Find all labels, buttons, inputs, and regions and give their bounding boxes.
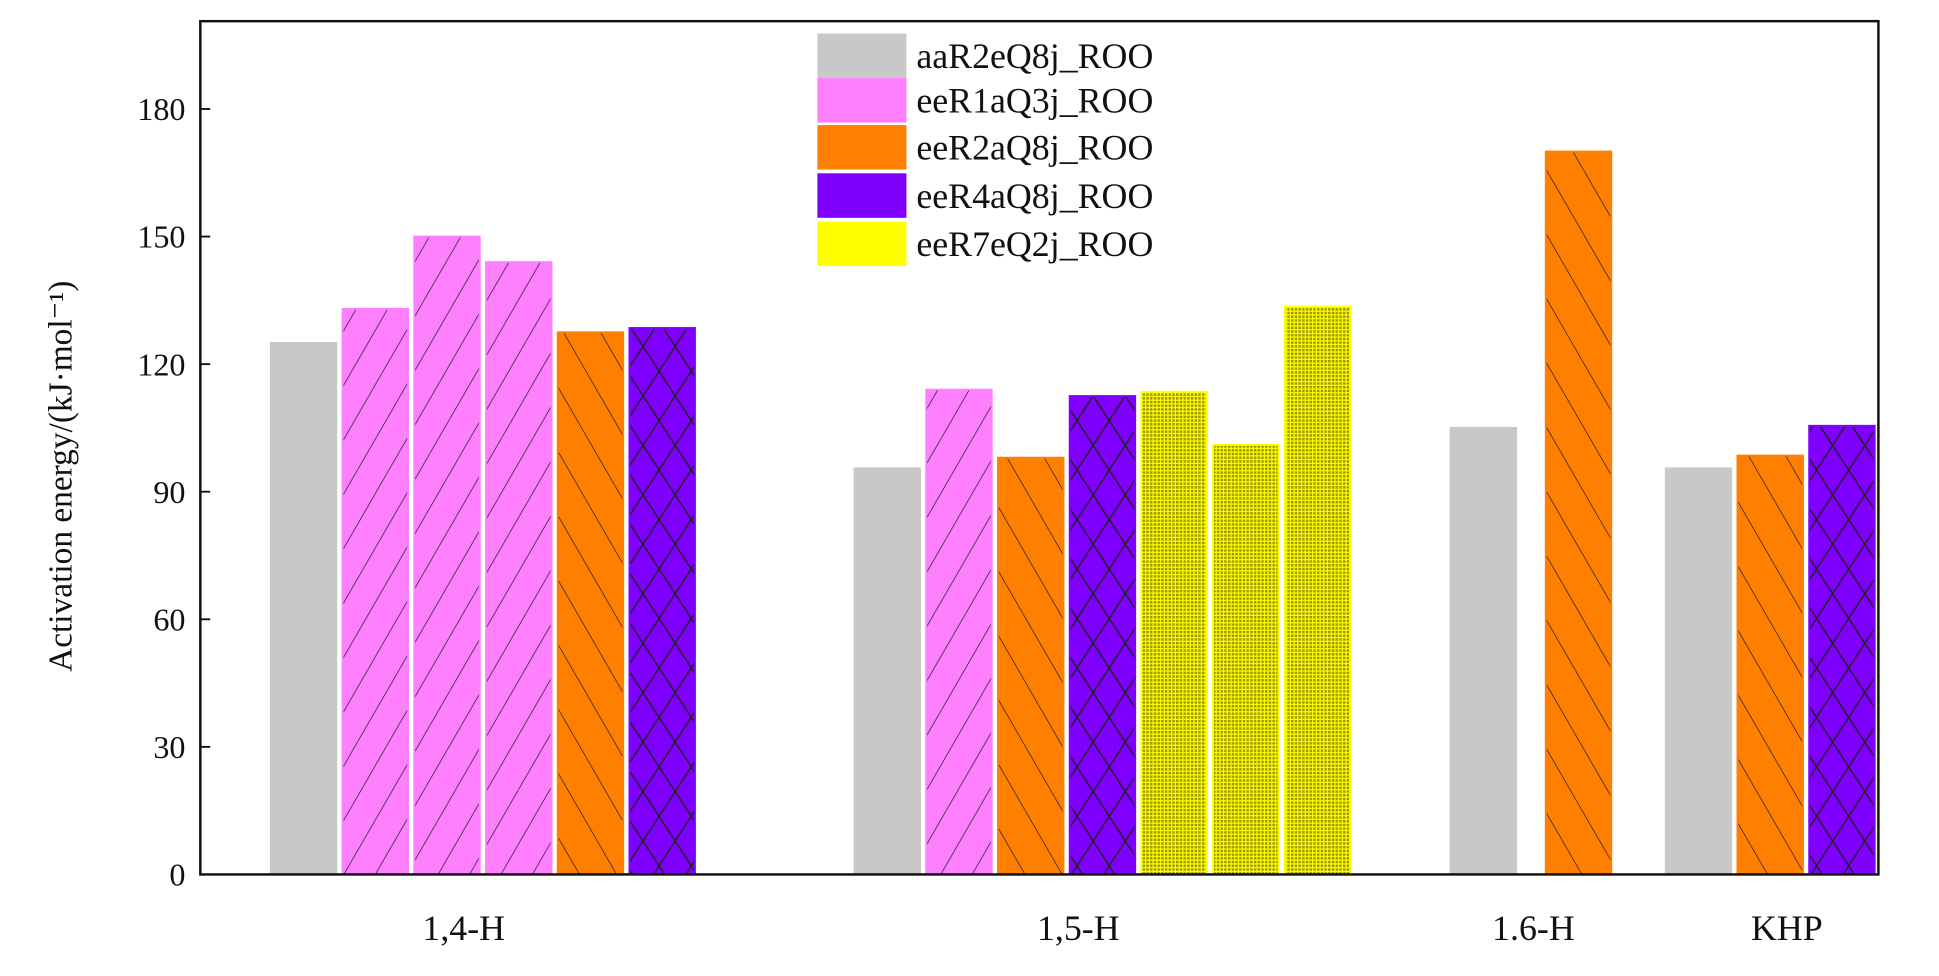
- legend-swatch: [817, 173, 907, 218]
- bars-layer: [269, 150, 1876, 876]
- legend-label: eeR2aQ8j_ROO: [916, 128, 1153, 168]
- y-tick-label: 30: [153, 729, 185, 765]
- x-axis-categories: 1,4-H 1,5-H 1.6-H KHP: [422, 908, 1822, 948]
- legend-label: aaR2eQ8j_ROO: [916, 36, 1153, 76]
- bar-1,5-H-eeR2aQ8j_ROO: [997, 456, 1065, 876]
- bar-1,4-H-eeR1aQ3j_ROO: [341, 307, 410, 876]
- y-tick-label: 0: [169, 857, 185, 893]
- bar-1,5-H-eeR7eQ2j_ROO: [1283, 305, 1352, 876]
- legend-swatch: [817, 125, 907, 170]
- y-tick-label: 60: [153, 601, 185, 637]
- legend-label: eeR4aQ8j_ROO: [916, 176, 1153, 216]
- bar-1,4-H-eeR1aQ3j_ROO: [413, 235, 481, 876]
- bar-1,5-H-aaR2eQ8j_ROO: [853, 467, 921, 876]
- x-category-label: 1,5-H: [1037, 908, 1120, 948]
- bar-KHP-eeR2aQ8j_ROO: [1736, 454, 1804, 876]
- legend-swatch: [817, 33, 907, 79]
- bar-KHP-aaR2eQ8j_ROO: [1664, 467, 1733, 876]
- bar-1,5-H-eeR7eQ2j_ROO: [1212, 444, 1280, 876]
- legend-swatch: [817, 78, 907, 123]
- axes: [199, 19, 1880, 876]
- y-axis-label: Activation energy/(kJ·mol⁻¹): [43, 281, 80, 672]
- y-tick-label: 90: [153, 474, 185, 510]
- y-axis-ticks: 0 30 60 90 120 150 180: [137, 91, 211, 893]
- legend: aaR2eQ8j_ROO eeR1aQ3j_ROO eeR2aQ8j_ROO eeR4…: [817, 33, 1153, 267]
- legend-label: eeR7eQ2j_ROO: [916, 224, 1153, 264]
- y-tick-label: 150: [137, 219, 185, 255]
- x-category-label: 1,4-H: [422, 908, 505, 948]
- x-category-label: 1.6-H: [1492, 908, 1575, 948]
- legend-swatch: [817, 221, 907, 267]
- bar-1,5-H-eeR7eQ2j_ROO: [1140, 390, 1208, 876]
- bar-1.6-H-aaR2eQ8j_ROO: [1449, 426, 1518, 876]
- bar-1.6-H-eeR2aQ8j_ROO: [1544, 150, 1613, 876]
- bar-1,4-H-eeR4aQ8j_ROO: [628, 327, 696, 876]
- bar-1,5-H-eeR1aQ3j_ROO: [925, 388, 993, 876]
- plot-frame: [199, 19, 1880, 876]
- y-tick-label: 180: [137, 91, 185, 127]
- bar-1,4-H-eeR2aQ8j_ROO: [556, 331, 625, 876]
- legend-label: eeR1aQ3j_ROO: [916, 81, 1153, 121]
- bar-KHP-eeR4aQ8j_ROO: [1808, 424, 1876, 876]
- y-tick-label: 120: [137, 346, 185, 382]
- bar-1,4-H-eeR1aQ3j_ROO: [485, 261, 553, 876]
- bar-1,4-H-aaR2eQ8j_ROO: [269, 341, 338, 876]
- bar-1,5-H-eeR4aQ8j_ROO: [1068, 395, 1137, 876]
- x-category-label: KHP: [1751, 908, 1823, 948]
